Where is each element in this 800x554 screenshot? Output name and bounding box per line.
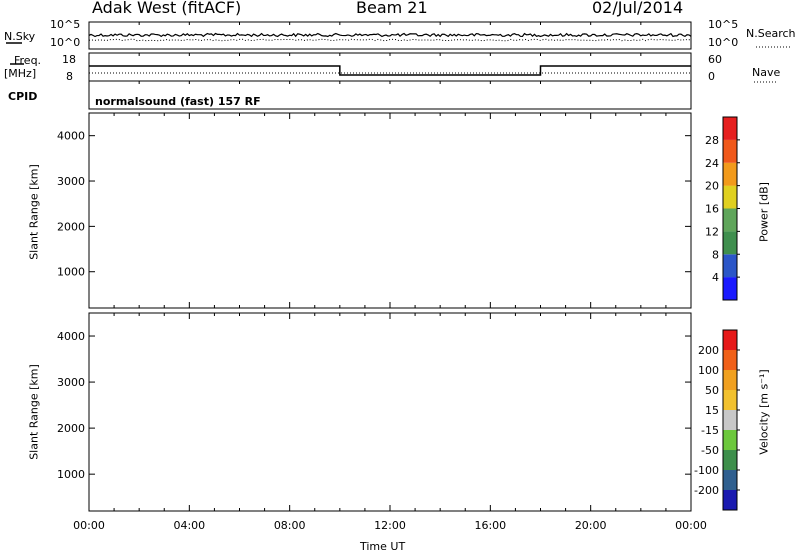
nsearch-tick-bottom: 10^0 bbox=[708, 36, 739, 49]
velocity-colorbar-tick-label: 100 bbox=[698, 364, 719, 377]
nsky-tick-top: 10^5 bbox=[50, 18, 81, 31]
x-tick-label: 04:00 bbox=[173, 519, 205, 532]
nsky-series bbox=[88, 32, 692, 38]
station-title: Adak West (fitACF) bbox=[92, 0, 242, 17]
cpid-label: CPID bbox=[8, 90, 38, 103]
nsky-tick-bottom: 10^0 bbox=[50, 36, 81, 49]
velocity-colorbar-tick-label: 15 bbox=[705, 404, 719, 417]
vel-y-tick-label: 2000 bbox=[57, 422, 85, 435]
velocity-colorbar-tick-label: -100 bbox=[694, 464, 719, 477]
x-tick-label: 00:00 bbox=[675, 519, 707, 532]
vel-y-tick-label: 3000 bbox=[57, 376, 85, 389]
power-y-tick-label: 4000 bbox=[57, 130, 85, 143]
freq-tick-bottom: 8 bbox=[66, 70, 73, 83]
power-colorbar-tick-label: 24 bbox=[705, 157, 719, 170]
velocity-colorbar-frame bbox=[722, 329, 738, 511]
velocity-colorbar-segment bbox=[723, 350, 737, 371]
power-y-tick-label: 3000 bbox=[57, 175, 85, 188]
cpid-text: normalsound (fast) 157 RF bbox=[95, 95, 261, 108]
nave-label: Nave bbox=[752, 66, 781, 79]
power-colorbar-segment bbox=[723, 139, 737, 163]
power-colorbar-tick-label: 8 bbox=[712, 248, 719, 261]
vel-y-tick-label: 1000 bbox=[57, 468, 85, 481]
velocity-colorbar-segment bbox=[723, 490, 737, 511]
velocity-colorbar-segment bbox=[723, 430, 737, 451]
power-colorbar-segment bbox=[723, 231, 737, 255]
velocity-colorbar-tick-label: 50 bbox=[705, 384, 719, 397]
nave-tick-top: 60 bbox=[708, 53, 722, 66]
power-y-tick-label: 1000 bbox=[57, 266, 85, 279]
x-tick-label: 16:00 bbox=[474, 519, 506, 532]
velocity-colorbar-segment bbox=[723, 470, 737, 491]
velocity-colorbar-tick-label: -200 bbox=[694, 484, 719, 497]
power-colorbar-segment bbox=[723, 208, 737, 232]
velocity-colorbar-tick-label: 200 bbox=[698, 344, 719, 357]
nsearch-label: N.Search bbox=[746, 27, 796, 40]
x-tick-label: 12:00 bbox=[374, 519, 406, 532]
power-colorbar-tick-label: 16 bbox=[705, 203, 719, 216]
velocity-colorbar-segment bbox=[723, 410, 737, 431]
freq-tick-top: 18 bbox=[62, 53, 76, 66]
velocity-colorbar-tick-label: -15 bbox=[701, 424, 719, 437]
power-colorbar-segment bbox=[723, 254, 737, 278]
freq-label-2: [MHz] bbox=[4, 67, 37, 80]
velocity-colorbar-segment bbox=[723, 390, 737, 411]
cpid-panel bbox=[88, 80, 692, 110]
power-colorbar-segment bbox=[723, 162, 737, 186]
nsky-label: N.Sky bbox=[4, 30, 36, 43]
power-colorbar-tick-label: 20 bbox=[705, 180, 719, 193]
nsearch-tick-top: 10^5 bbox=[708, 18, 739, 31]
velocity-colorbar-segment bbox=[723, 330, 737, 351]
velocity-colorbar-tick-label: -50 bbox=[701, 444, 719, 457]
power-colorbar-tick-label: 12 bbox=[705, 225, 719, 238]
freq-series bbox=[89, 65, 691, 76]
nsearch-series bbox=[88, 38, 692, 42]
freq-panel bbox=[88, 52, 692, 82]
power-colorbar-segment bbox=[723, 185, 737, 209]
x-tick-label: 00:00 bbox=[73, 519, 105, 532]
x-tick-label: 08:00 bbox=[274, 519, 306, 532]
x-tick-label: 20:00 bbox=[575, 519, 607, 532]
x-axis-label: Time UT bbox=[360, 540, 406, 553]
vel-plot-frame bbox=[88, 312, 692, 512]
power-colorbar-segment bbox=[723, 277, 737, 301]
power-colorbar-segment bbox=[723, 117, 737, 140]
velocity-colorbar-segment bbox=[723, 370, 737, 391]
vel-y-tick-label: 4000 bbox=[57, 330, 85, 343]
power-colorbar-tick-label: 28 bbox=[705, 134, 719, 147]
power-colorbar-tick-label: 4 bbox=[712, 271, 719, 284]
power-y-tick-label: 2000 bbox=[57, 220, 85, 233]
power-plot-frame bbox=[88, 112, 692, 309]
beam-title: Beam 21 bbox=[356, 0, 428, 17]
velocity-colorbar-segment bbox=[723, 450, 737, 471]
date-title: 02/Jul/2014 bbox=[592, 0, 684, 17]
nave-tick-bottom: 0 bbox=[708, 70, 715, 83]
